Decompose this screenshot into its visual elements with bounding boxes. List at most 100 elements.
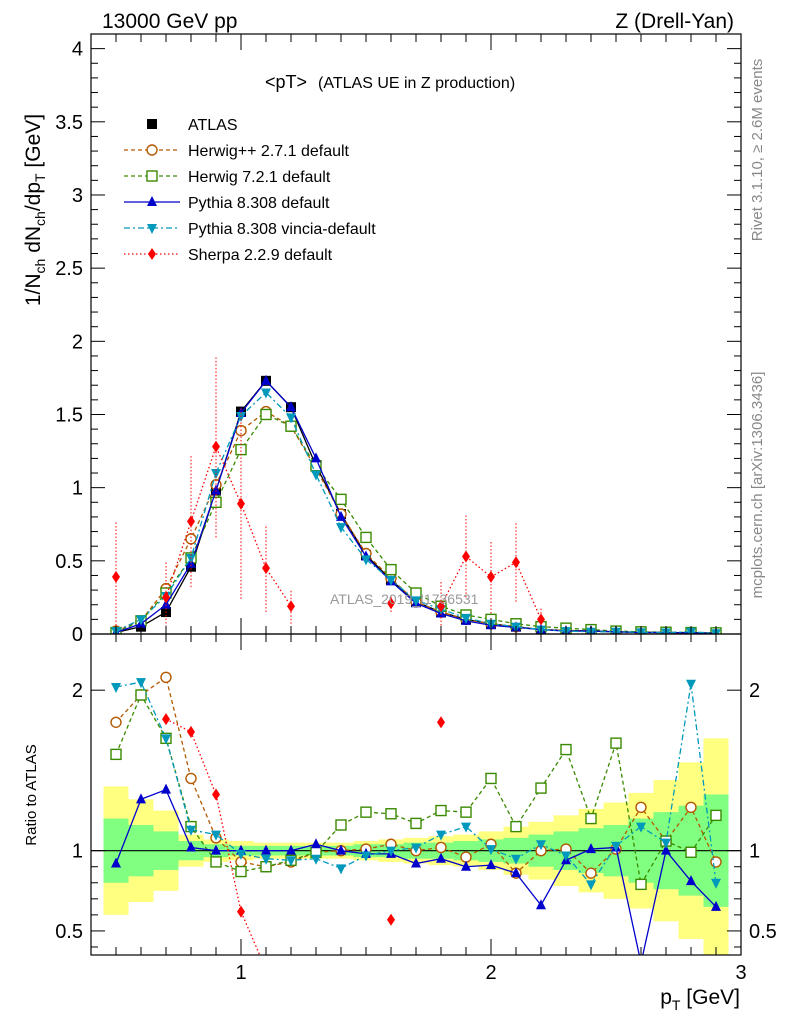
data-point xyxy=(661,838,671,849)
data-point xyxy=(460,851,472,863)
data-point xyxy=(162,713,170,726)
legend-entry: Pythia 8.308 default xyxy=(124,195,330,212)
y-tick-label: 2 xyxy=(72,680,83,702)
data-point xyxy=(636,957,646,967)
data-point xyxy=(286,413,296,424)
data-point xyxy=(161,734,171,745)
data-point xyxy=(162,591,170,604)
legend-label: Herwig 7.2.1 default xyxy=(188,169,331,186)
data-point xyxy=(237,497,245,510)
data-point xyxy=(186,841,196,852)
data-point xyxy=(211,844,221,855)
legend-label: Sherpa 2.2.9 default xyxy=(188,247,333,264)
x-tick-label: 1 xyxy=(235,962,246,984)
data-point xyxy=(336,523,346,534)
data-point xyxy=(485,772,497,785)
data-point xyxy=(185,533,197,545)
data-point xyxy=(385,808,397,820)
data-point xyxy=(685,801,697,814)
data-point xyxy=(635,878,647,891)
data-point xyxy=(610,737,622,749)
data-point xyxy=(710,809,722,822)
data-point xyxy=(236,849,246,860)
data-point xyxy=(636,822,646,833)
data-point xyxy=(212,788,220,801)
data-point xyxy=(535,782,547,794)
data-point xyxy=(536,899,546,910)
series-sherpa-2-2-9-default xyxy=(162,713,445,955)
x-axis-label: pT [GeV] xyxy=(660,986,740,1013)
legend-entry: Herwig++ 2.7.1 default xyxy=(124,143,350,160)
y-tick-label: 0.5 xyxy=(55,551,83,573)
data-point xyxy=(586,843,596,854)
data-point xyxy=(286,856,296,867)
data-point xyxy=(136,615,146,626)
data-point xyxy=(311,452,321,463)
legend-label: Pythia 8.308 default xyxy=(188,195,330,212)
data-point xyxy=(611,841,621,852)
data-point xyxy=(261,844,271,855)
data-point xyxy=(161,783,171,794)
legend-marker xyxy=(147,224,157,234)
data-point xyxy=(261,374,271,385)
legend-label: Herwig++ 2.7.1 default xyxy=(188,143,350,160)
data-point xyxy=(486,859,496,870)
data-point xyxy=(112,570,120,583)
data-point xyxy=(387,597,395,610)
data-point xyxy=(185,772,197,785)
ratio-panel: 0.5 0.5 1 1 2 2 1 2 3 xyxy=(55,633,777,984)
series-herwig-7-2-1-default xyxy=(110,689,722,891)
ratio-panel-plot-area xyxy=(91,671,741,967)
data-point xyxy=(235,865,247,878)
data-point xyxy=(411,843,421,854)
mcplots-label: mcplots.cern.ch [arXiv:1306.3436] xyxy=(749,372,766,599)
data-point xyxy=(435,804,447,817)
data-point xyxy=(661,844,671,855)
chart-title-main: <pT> xyxy=(265,72,307,92)
data-point xyxy=(537,613,545,626)
ratio-y-label: Ratio to ATLAS xyxy=(23,744,40,845)
data-point xyxy=(136,678,146,689)
data-point xyxy=(711,878,721,889)
main-panel-x-ticks xyxy=(115,34,742,634)
legend-label: ATLAS xyxy=(188,117,238,134)
data-point xyxy=(160,671,172,684)
legend-marker xyxy=(146,170,158,182)
data-point xyxy=(386,575,396,586)
data-point xyxy=(287,600,295,613)
data-point xyxy=(211,830,221,841)
data-point xyxy=(685,846,697,858)
y-tick-label: 2 xyxy=(72,331,83,353)
data-point xyxy=(335,819,347,831)
data-point xyxy=(511,854,521,865)
data-point xyxy=(437,716,445,729)
data-point xyxy=(486,845,496,856)
ratio-panel-x-ticks xyxy=(115,634,742,955)
data-point xyxy=(361,851,371,862)
data-point xyxy=(711,900,721,911)
data-point xyxy=(536,840,546,851)
data-point xyxy=(336,864,346,875)
y-tick-label: 0 xyxy=(72,624,83,646)
data-point xyxy=(361,555,371,566)
data-point xyxy=(410,817,422,830)
data-point xyxy=(385,563,397,576)
data-point xyxy=(210,856,222,868)
data-point xyxy=(461,613,471,624)
data-point xyxy=(311,838,321,849)
data-point xyxy=(435,841,447,854)
data-point xyxy=(686,679,696,690)
data-point xyxy=(411,596,421,607)
main-panel-y-ticks xyxy=(91,48,741,635)
data-point xyxy=(212,440,220,453)
process-label: Z (Drell-Yan) xyxy=(615,10,734,33)
data-point xyxy=(360,806,372,818)
data-point xyxy=(686,875,696,886)
data-point xyxy=(236,411,246,422)
data-point xyxy=(111,682,121,693)
y-tick-label-right: 2 xyxy=(749,680,760,702)
data-point xyxy=(461,860,471,871)
y-tick-label: 1 xyxy=(72,841,83,863)
legend-entry: Pythia 8.308 vincia-default xyxy=(124,221,376,238)
